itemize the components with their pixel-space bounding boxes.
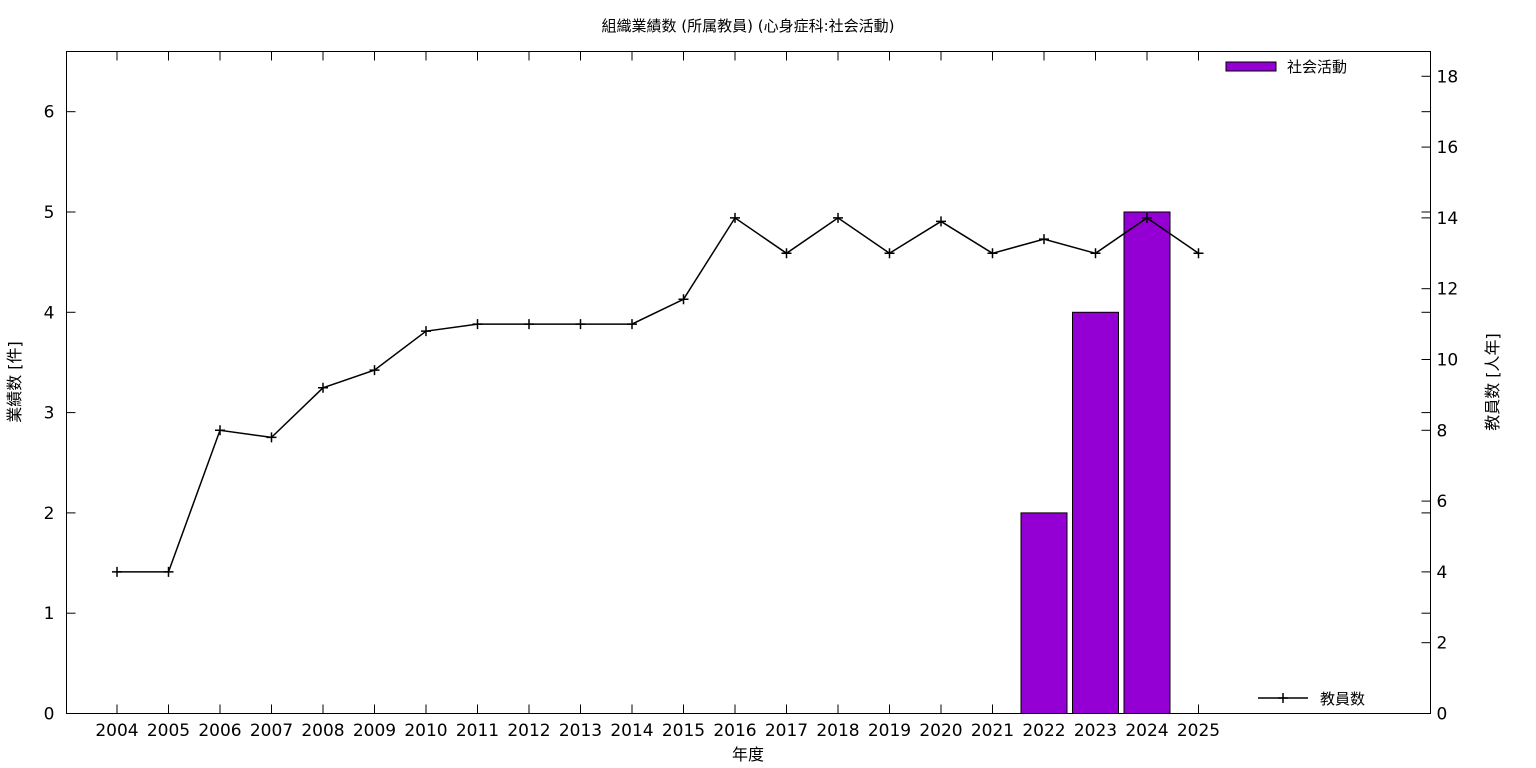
y-left-tick-label: 1 (44, 604, 55, 624)
x-tick-label: 2015 (662, 721, 705, 741)
line-series (112, 212, 1204, 577)
right-axis: 0 2 4 6 8 10 12 14 16 18 (1421, 67, 1459, 725)
line-point-2009 (369, 365, 380, 376)
chart-title: 組織業績数 (所属教員) (心身症科:社会活動) (602, 17, 895, 35)
legend-line-marker (1278, 693, 1288, 703)
y-left-tick-label: 0 (44, 705, 55, 725)
line-point-2007 (266, 432, 277, 443)
x-axis: 2004 2005 2006 2007 2008 2009 2010 2011 2012 2013… (95, 51, 1220, 741)
x-tick-label: 2018 (816, 721, 859, 741)
x-tick-label: 2022 (1022, 721, 1065, 741)
x-tick-label: 2014 (610, 721, 653, 741)
y-axis-left-label: 業績数 [件] (5, 341, 24, 423)
line-point-2011 (472, 319, 483, 330)
x-tick-label: 2007 (250, 721, 293, 741)
x-tick-label: 2021 (971, 721, 1014, 741)
y-right-tick-label: 10 (1437, 350, 1459, 370)
y-right-tick-label: 18 (1437, 67, 1459, 87)
y-axis-right-label: 教員数 [人年] (1483, 333, 1502, 431)
legend-line-label: 教員数 (1320, 690, 1365, 708)
bar-series (1020, 211, 1171, 714)
x-tick-label: 2005 (147, 721, 190, 741)
x-tick-label: 2013 (559, 721, 602, 741)
y-right-tick-label: 2 (1437, 634, 1448, 654)
x-tick-label: 2012 (507, 721, 550, 741)
x-axis-label: 年度 (732, 745, 764, 764)
y-right-tick-label: 16 (1437, 138, 1459, 158)
line-point-2010 (421, 326, 431, 337)
line-point-2020 (936, 216, 946, 227)
y-right-tick-label: 6 (1437, 492, 1448, 512)
line-point-2018 (833, 212, 843, 223)
left-axis: 0 1 2 3 4 5 6 (44, 103, 1431, 725)
line-point-2008 (318, 382, 328, 393)
line-point-2016 (730, 212, 740, 223)
legend-bar: 社会活動 (1225, 58, 1347, 76)
bar-2023 (1072, 311, 1119, 714)
x-tick-label: 2011 (456, 721, 499, 741)
line-point-2022 (1039, 234, 1049, 245)
line-point-2025 (1193, 248, 1204, 259)
line-point-2005 (163, 566, 174, 577)
line-point-2006 (215, 425, 225, 436)
x-tick-label: 2024 (1125, 721, 1168, 741)
x-tick-label: 2009 (353, 721, 396, 741)
line-point-2021 (987, 248, 998, 259)
y-right-tick-label: 12 (1437, 280, 1459, 300)
x-tick-label: 2020 (919, 721, 962, 741)
line-point-2013 (575, 319, 586, 330)
line-point-2015 (678, 294, 689, 305)
y-right-tick-label: 14 (1437, 209, 1459, 229)
legend-bar-label: 社会活動 (1287, 58, 1347, 76)
line-point-2004 (112, 566, 122, 577)
x-tick-label: 2008 (301, 721, 344, 741)
line-point-2014 (627, 319, 637, 330)
line-path (117, 216, 1199, 573)
line-point-2017 (781, 248, 792, 259)
y-left-tick-label: 2 (44, 504, 55, 524)
bar-2022 (1020, 512, 1068, 714)
plot-area (66, 51, 1431, 714)
x-tick-label: 2025 (1177, 721, 1220, 741)
legend-bar-swatch (1225, 61, 1277, 72)
y-left-tick-label: 4 (44, 303, 55, 323)
x-tick-label: 2006 (198, 721, 241, 741)
y-right-tick-label: 0 (1437, 705, 1448, 725)
line-point-2012 (524, 319, 534, 330)
line-point-2024 (1142, 212, 1152, 223)
x-tick-label: 2023 (1074, 721, 1117, 741)
y-right-tick-label: 4 (1437, 563, 1448, 583)
x-tick-label: 2004 (95, 721, 138, 741)
x-tick-label: 2010 (404, 721, 447, 741)
y-left-tick-label: 5 (44, 203, 55, 223)
y-left-tick-label: 3 (44, 404, 55, 424)
y-right-tick-label: 8 (1437, 421, 1448, 441)
x-tick-label: 2019 (868, 721, 911, 741)
bar-2024 (1123, 211, 1171, 714)
x-tick-label: 2016 (713, 721, 756, 741)
x-tick-label: 2017 (765, 721, 808, 741)
legend-line: 教員数 (1258, 690, 1365, 708)
line-point-2019 (884, 248, 895, 259)
line-point-2023 (1090, 248, 1101, 259)
y-left-tick-label: 6 (44, 103, 55, 123)
